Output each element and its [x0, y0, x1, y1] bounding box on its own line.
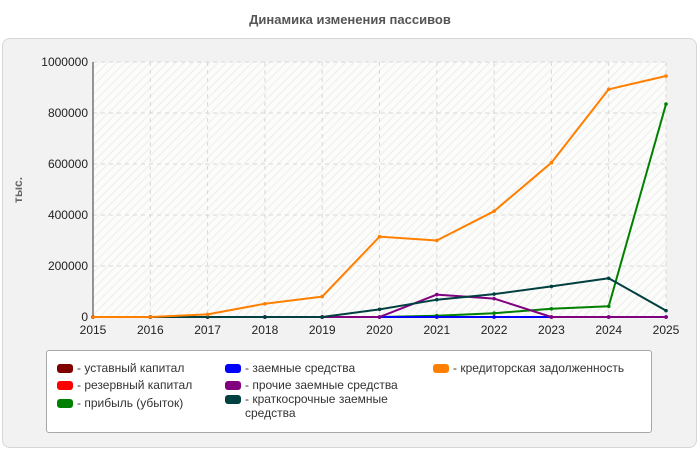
legend-item[interactable]: - заемные средства	[225, 361, 425, 375]
series-layer	[91, 74, 668, 319]
x-tick-label: 2018	[252, 323, 279, 337]
data-point	[606, 304, 611, 309]
legend-swatch	[225, 364, 241, 373]
data-point	[492, 315, 496, 319]
y-tick-label: 0	[81, 310, 88, 324]
data-point	[205, 312, 210, 317]
y-tick-label: 400000	[48, 208, 88, 222]
data-point	[549, 315, 554, 319]
data-point	[549, 160, 554, 165]
legend-label: - резервный капитал	[77, 378, 193, 392]
data-point	[435, 238, 439, 243]
data-point	[549, 307, 554, 311]
x-tick-label: 2019	[309, 323, 336, 337]
data-point	[377, 234, 382, 239]
x-tick-label: 2017	[194, 323, 221, 337]
legend-label: - прочие заемные средства	[245, 378, 398, 392]
legend-swatch	[57, 399, 73, 408]
y-axis-title: тыс.	[11, 177, 25, 203]
x-tick-label: 2021	[423, 323, 450, 337]
data-point	[263, 315, 267, 319]
data-point	[435, 292, 439, 297]
legend: - уставный капитал - резервный капитал - п…	[46, 350, 652, 433]
data-point	[664, 315, 668, 319]
data-point	[320, 294, 325, 299]
y-tick-label: 200000	[48, 259, 88, 273]
y-tick-label: 600000	[48, 157, 88, 171]
data-point	[263, 301, 267, 306]
data-point	[606, 315, 611, 319]
data-point	[492, 292, 496, 296]
legend-label: - краткосрочные заемные средства	[245, 392, 388, 420]
x-tick-label: 2024	[595, 323, 622, 337]
data-point	[377, 307, 382, 312]
legend-swatch	[225, 395, 241, 404]
legend-item[interactable]: - кредиторская задолженность	[433, 361, 648, 375]
legend-item[interactable]: - прочие заемные средства	[225, 378, 425, 392]
legend-swatch	[57, 364, 73, 373]
legend-item[interactable]: - прибыль (убыток)	[57, 396, 217, 410]
data-point	[377, 315, 382, 319]
data-point	[205, 315, 210, 319]
legend-swatch	[225, 381, 241, 390]
x-tick-label: 2022	[481, 323, 508, 337]
legend-label: - заемные средства	[245, 361, 356, 375]
legend-item[interactable]: - резервный капитал	[57, 378, 217, 392]
legend-label: - уставный капитал	[77, 361, 185, 375]
data-point	[148, 315, 153, 319]
y-tick-label: 1000000	[41, 55, 88, 69]
y-tick-label: 800000	[48, 106, 88, 120]
data-point	[549, 284, 554, 289]
data-point	[320, 315, 325, 319]
data-point	[606, 87, 611, 92]
x-tick-label: 2016	[137, 323, 164, 337]
data-point	[492, 296, 496, 301]
legend-item[interactable]: - краткосрочные заемные средства	[225, 392, 400, 420]
legend-swatch	[57, 381, 73, 390]
x-tick-label: 2023	[538, 323, 565, 337]
data-point	[91, 315, 95, 319]
legend-swatch	[433, 364, 449, 373]
data-point	[664, 74, 668, 78]
legend-label: - прибыль (убыток)	[77, 396, 184, 410]
legend-label: - кредиторская задолженность	[453, 361, 625, 375]
data-point	[492, 209, 496, 213]
data-point	[606, 276, 611, 281]
data-point	[664, 102, 668, 106]
data-point	[664, 308, 668, 313]
x-tick-label: 2025	[653, 323, 680, 337]
chart-title: Динамика изменения пассивов	[249, 12, 451, 27]
legend-item[interactable]: - уставный капитал	[57, 361, 217, 375]
x-tick-label: 2020	[366, 323, 393, 337]
data-point	[435, 297, 439, 302]
x-tick-label: 2015	[80, 323, 107, 337]
data-point	[435, 315, 439, 319]
data-point	[492, 311, 496, 315]
